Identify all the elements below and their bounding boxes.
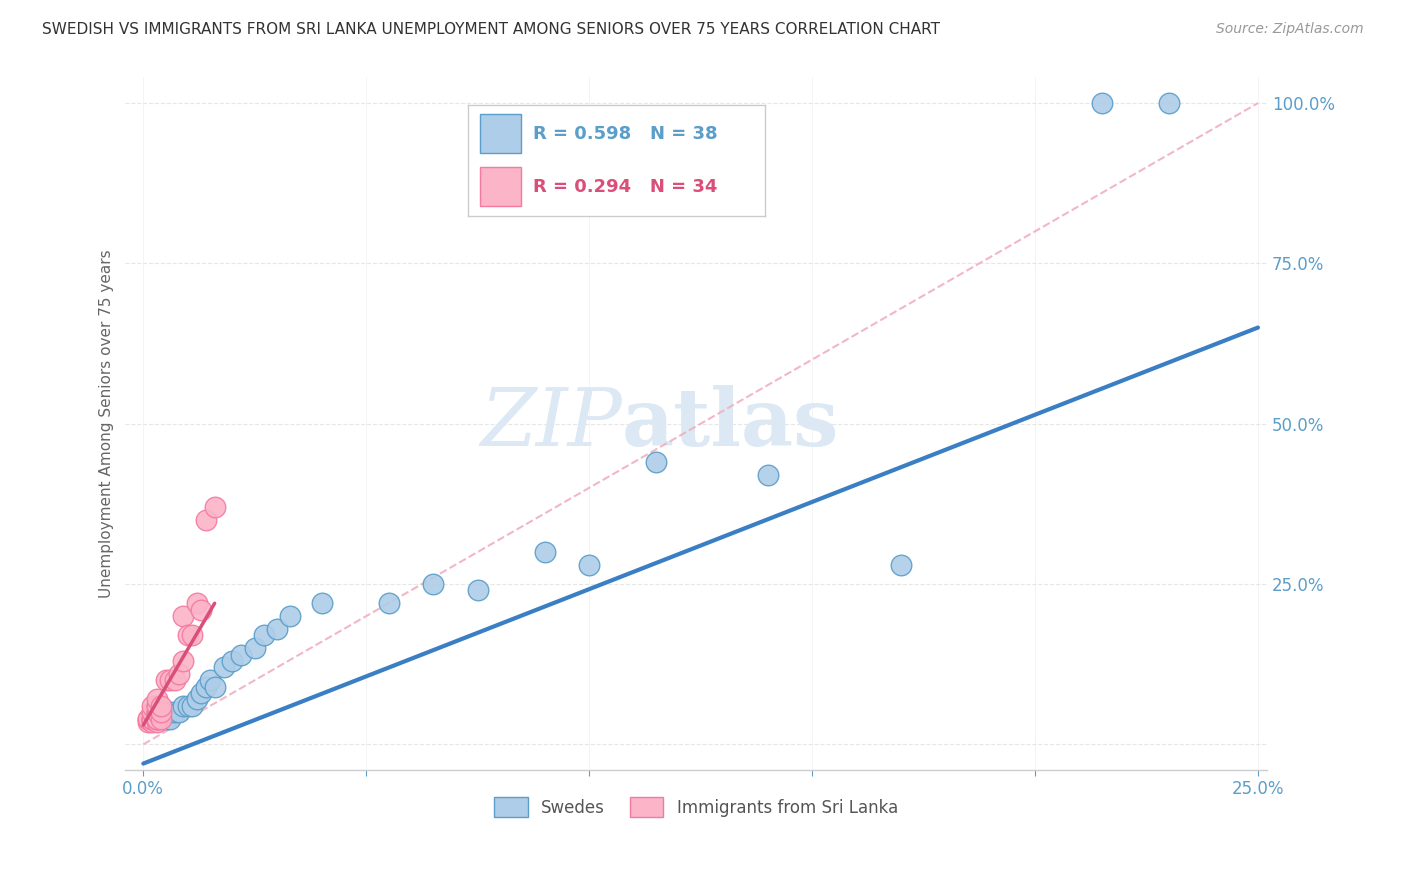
Point — [145, 712, 167, 726]
Point — [145, 706, 167, 720]
Point — [145, 698, 167, 713]
Point — [145, 712, 167, 726]
Point — [186, 692, 208, 706]
Point — [212, 660, 235, 674]
Point — [578, 558, 600, 572]
Point — [1091, 96, 1114, 111]
Point — [194, 680, 217, 694]
Point — [145, 712, 167, 726]
Point — [177, 628, 200, 642]
Y-axis label: Unemployment Among Seniors over 75 years: Unemployment Among Seniors over 75 years — [100, 250, 114, 598]
Point — [145, 698, 167, 713]
Point — [141, 712, 163, 726]
Point — [231, 648, 253, 662]
Point — [145, 712, 167, 726]
Text: SWEDISH VS IMMIGRANTS FROM SRI LANKA UNEMPLOYMENT AMONG SENIORS OVER 75 YEARS CO: SWEDISH VS IMMIGRANTS FROM SRI LANKA UNE… — [42, 22, 941, 37]
Point — [145, 714, 167, 729]
Text: atlas: atlas — [621, 384, 839, 463]
Point — [145, 706, 167, 720]
Point — [136, 714, 159, 729]
Point — [177, 698, 200, 713]
Text: Source: ZipAtlas.com: Source: ZipAtlas.com — [1216, 22, 1364, 37]
Point — [150, 706, 173, 720]
Point — [172, 698, 194, 713]
Point — [145, 712, 167, 726]
Point — [280, 609, 302, 624]
Point — [1157, 96, 1180, 111]
Point — [377, 596, 399, 610]
Point — [159, 706, 181, 720]
Point — [645, 455, 668, 469]
Point — [141, 712, 163, 726]
Point — [890, 558, 912, 572]
Point — [172, 609, 194, 624]
Point — [163, 706, 186, 720]
Point — [756, 468, 779, 483]
Point — [221, 654, 243, 668]
Point — [141, 714, 163, 729]
Text: ZIP: ZIP — [481, 385, 621, 462]
Point — [186, 596, 208, 610]
Point — [141, 712, 163, 726]
Point — [198, 673, 221, 688]
Point — [204, 680, 226, 694]
Point — [150, 706, 173, 720]
Point — [150, 712, 173, 726]
Point — [172, 654, 194, 668]
Point — [159, 673, 181, 688]
Point — [181, 698, 204, 713]
Point — [467, 583, 489, 598]
Point — [243, 641, 266, 656]
Point — [150, 712, 173, 726]
Point — [136, 712, 159, 726]
Point — [167, 666, 190, 681]
Point — [266, 622, 288, 636]
Point — [155, 706, 177, 720]
Point — [141, 706, 163, 720]
Point — [422, 577, 444, 591]
Point — [150, 698, 173, 713]
Point — [311, 596, 333, 610]
Point — [155, 673, 177, 688]
Point — [155, 712, 177, 726]
Point — [163, 673, 186, 688]
Point — [253, 628, 276, 642]
Point — [194, 513, 217, 527]
Point — [145, 692, 167, 706]
Point — [190, 686, 212, 700]
Point — [190, 603, 212, 617]
Point — [167, 706, 190, 720]
Point — [204, 500, 226, 514]
Point — [141, 712, 163, 726]
Legend: Swedes, Immigrants from Sri Lanka: Swedes, Immigrants from Sri Lanka — [488, 790, 904, 824]
Point — [533, 545, 555, 559]
Point — [141, 698, 163, 713]
Point — [141, 706, 163, 720]
Point — [159, 712, 181, 726]
Point — [141, 712, 163, 726]
Point — [136, 712, 159, 726]
Point — [181, 628, 204, 642]
